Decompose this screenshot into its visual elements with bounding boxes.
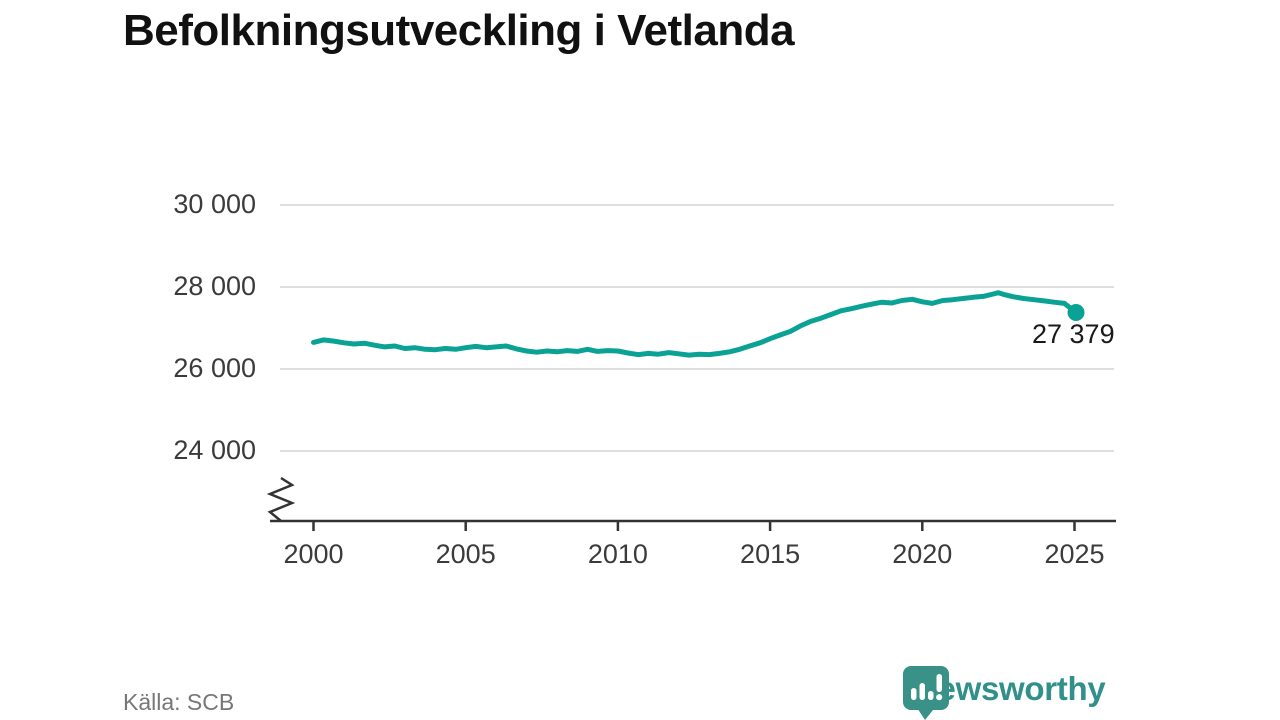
y-tick-label: 30 000 xyxy=(173,189,256,219)
chart-title: Befolkningsutveckling i Vetlanda xyxy=(123,6,795,55)
newsworthy-logo: Newsworthy xyxy=(901,664,1106,720)
x-tick-label: 2015 xyxy=(740,539,801,569)
source-credit: Källa: SCB xyxy=(123,689,235,715)
chart-speech-bubble-icon xyxy=(903,666,949,720)
x-tick-label: 2025 xyxy=(1044,539,1105,569)
gridline xyxy=(280,450,1114,452)
y-tick-label: 28 000 xyxy=(173,271,256,301)
x-tick-label: 2000 xyxy=(283,539,344,569)
gridline xyxy=(280,204,1114,206)
x-tick-label: 2010 xyxy=(587,539,648,569)
gridline xyxy=(280,286,1114,288)
y-axis-break-icon xyxy=(266,476,296,522)
last-value-label: 27 379 xyxy=(1032,319,1115,349)
population-line-series xyxy=(311,290,1079,358)
y-tick-label: 24 000 xyxy=(173,435,256,465)
y-tick-label: 26 000 xyxy=(173,353,256,383)
x-tick-label: 2005 xyxy=(435,539,496,569)
gridline xyxy=(280,368,1114,370)
x-tick-label: 2020 xyxy=(892,539,953,569)
last-point-marker xyxy=(1067,303,1085,321)
